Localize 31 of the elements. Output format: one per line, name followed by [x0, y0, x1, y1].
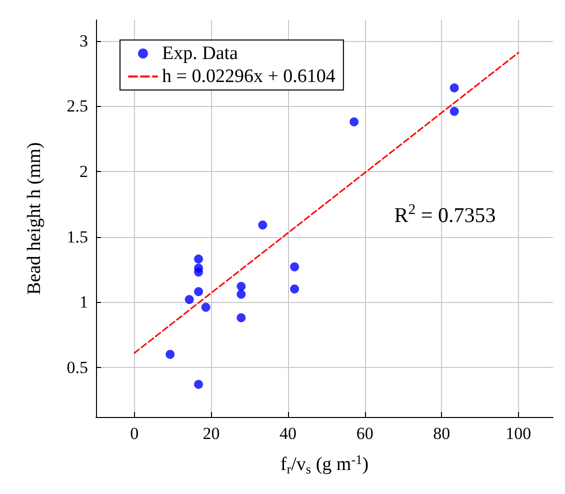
- point: [236, 282, 246, 291]
- x-tick-label: 100: [506, 424, 532, 443]
- point: [236, 290, 246, 299]
- y-tick-label: 1.5: [66, 227, 88, 246]
- y-tick-label: 2: [80, 162, 88, 181]
- point: [290, 284, 300, 294]
- x-tick-label: 20: [202, 424, 220, 443]
- point: [201, 302, 210, 312]
- x-tick-label: 0: [130, 424, 139, 443]
- point: [350, 117, 359, 126]
- x-tick-label: 80: [433, 424, 450, 443]
- point: [194, 268, 204, 277]
- point: [194, 380, 204, 389]
- point: [450, 83, 459, 92]
- x-tick-label: 40: [280, 424, 297, 443]
- point: [236, 313, 246, 322]
- legend-label: Exp. Data: [162, 43, 239, 64]
- y-tick-label: 1: [80, 292, 88, 312]
- y-tick-label: 3: [80, 31, 88, 50]
- y-axis-title: Bead height h (mm): [24, 142, 45, 295]
- point: [450, 106, 459, 116]
- point: [258, 220, 268, 230]
- point: [290, 262, 300, 272]
- y-tick-label: 2.5: [66, 96, 88, 116]
- point: [194, 287, 204, 296]
- point: [184, 294, 194, 304]
- point: [194, 254, 204, 264]
- y-tick-label: 0.5: [66, 358, 88, 377]
- point: [166, 350, 175, 359]
- legend-label: h = 0.02296x + 0.6104: [162, 66, 336, 87]
- x-tick-label: 60: [356, 424, 374, 443]
